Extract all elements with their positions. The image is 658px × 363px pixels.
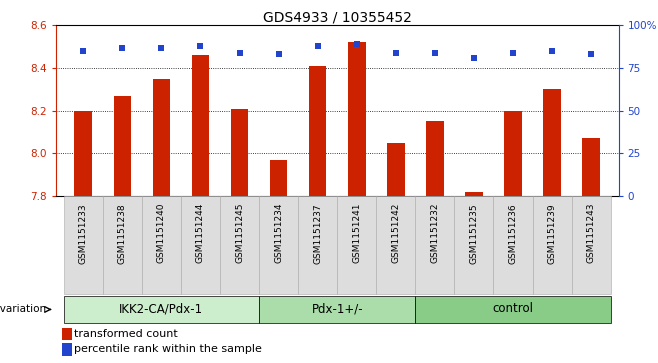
Text: transformed count: transformed count <box>74 329 178 339</box>
Bar <box>298 196 337 294</box>
Bar <box>62 328 72 340</box>
Bar <box>231 109 248 196</box>
Bar <box>142 196 181 294</box>
Bar <box>74 111 92 196</box>
Text: percentile rank within the sample: percentile rank within the sample <box>74 344 263 354</box>
Bar <box>572 196 611 294</box>
Point <box>547 48 557 54</box>
Bar <box>62 343 72 356</box>
Text: GSM1151241: GSM1151241 <box>352 203 361 264</box>
Text: GSM1151238: GSM1151238 <box>118 203 127 264</box>
Title: GDS4933 / 10355452: GDS4933 / 10355452 <box>263 10 412 24</box>
Bar <box>504 111 522 196</box>
Bar <box>259 196 298 294</box>
Point <box>313 43 323 49</box>
Bar <box>455 196 494 294</box>
Point <box>117 45 128 50</box>
Text: GSM1151240: GSM1151240 <box>157 203 166 264</box>
Text: GSM1151239: GSM1151239 <box>547 203 557 264</box>
Bar <box>309 66 326 196</box>
Text: genotype/variation: genotype/variation <box>0 305 46 314</box>
Text: GSM1151237: GSM1151237 <box>313 203 322 264</box>
Bar <box>337 196 376 294</box>
Text: Pdx-1+/-: Pdx-1+/- <box>311 302 363 315</box>
Point <box>195 43 206 49</box>
Text: IKK2-CA/Pdx-1: IKK2-CA/Pdx-1 <box>119 302 203 315</box>
Text: GSM1151236: GSM1151236 <box>509 203 518 264</box>
Text: GSM1151235: GSM1151235 <box>469 203 478 264</box>
Point <box>78 48 89 54</box>
Bar <box>532 196 572 294</box>
Bar <box>114 96 131 196</box>
Point <box>351 41 362 47</box>
Text: GSM1151234: GSM1151234 <box>274 203 283 264</box>
Bar <box>191 55 209 196</box>
Point <box>391 50 401 56</box>
Text: GSM1151244: GSM1151244 <box>196 203 205 263</box>
Bar <box>348 42 366 196</box>
Bar <box>387 143 405 196</box>
Point <box>156 45 166 50</box>
Bar <box>64 196 103 294</box>
Text: control: control <box>493 302 534 315</box>
Point <box>430 50 440 56</box>
Bar <box>153 79 170 196</box>
Point <box>273 52 284 57</box>
Bar <box>582 138 600 196</box>
Bar <box>494 196 532 294</box>
Bar <box>415 196 455 294</box>
Bar <box>415 295 611 323</box>
Text: GSM1151242: GSM1151242 <box>392 203 400 263</box>
Text: GSM1151232: GSM1151232 <box>430 203 440 264</box>
Point <box>234 50 245 56</box>
Bar <box>270 160 288 196</box>
Bar <box>259 295 415 323</box>
Bar <box>64 295 259 323</box>
Text: GSM1151245: GSM1151245 <box>235 203 244 264</box>
Bar <box>103 196 142 294</box>
Bar <box>181 196 220 294</box>
Bar <box>426 121 443 196</box>
Point <box>508 50 519 56</box>
Text: GSM1151233: GSM1151233 <box>79 203 88 264</box>
Bar <box>465 192 483 196</box>
Text: GSM1151243: GSM1151243 <box>587 203 595 264</box>
Bar <box>544 89 561 196</box>
Bar <box>220 196 259 294</box>
Point <box>468 55 479 61</box>
Point <box>586 52 596 57</box>
Bar <box>376 196 415 294</box>
